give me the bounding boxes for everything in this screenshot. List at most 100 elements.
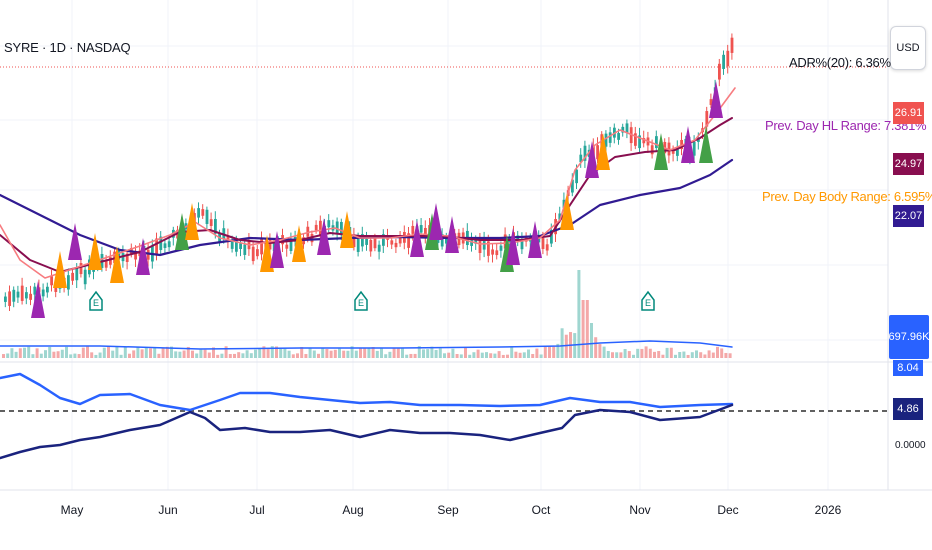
- volume-bar: [686, 354, 690, 358]
- candle-body: [424, 227, 427, 236]
- volume-bar: [459, 354, 463, 358]
- volume-bar: [291, 354, 295, 358]
- volume-bar: [123, 346, 127, 358]
- volume-bar: [333, 349, 337, 358]
- candle-body: [579, 154, 583, 163]
- candle-body: [369, 239, 373, 252]
- volume-bar: [485, 352, 488, 358]
- candle-body: [730, 37, 734, 53]
- volume-bar: [308, 348, 312, 358]
- candle-body: [41, 289, 45, 297]
- volume-bar: [2, 354, 5, 358]
- volume-bar: [329, 350, 333, 358]
- candle-body: [470, 240, 473, 246]
- candle-body: [163, 243, 167, 248]
- volume-bar: [254, 349, 257, 358]
- candle-body: [319, 220, 322, 235]
- volume-bar: [317, 353, 320, 358]
- signal-triangle-purple: [528, 221, 542, 258]
- oscillator-mid-tag: 4.86: [893, 398, 923, 420]
- volume-bar: [140, 349, 144, 358]
- volume-bar: [468, 354, 472, 358]
- volume-bar: [275, 346, 278, 358]
- volume-bar: [350, 346, 354, 358]
- volume-bar: [577, 270, 581, 358]
- volume-bar: [598, 344, 602, 358]
- volume-bar: [543, 346, 547, 358]
- volume-bar: [35, 348, 39, 358]
- volume-bar: [556, 343, 560, 358]
- signal-triangle-purple: [445, 216, 459, 253]
- volume-bar: [249, 353, 253, 358]
- candle-body: [46, 286, 49, 293]
- volume-tag: 697.96K: [889, 315, 930, 359]
- candle-body: [314, 224, 318, 231]
- candle-body: [373, 237, 377, 249]
- volume-bar: [354, 350, 358, 358]
- volume-bar: [413, 353, 417, 358]
- volume-bar: [405, 354, 409, 358]
- volume-bar: [207, 352, 211, 358]
- candle-body: [289, 240, 293, 251]
- candle-body: [67, 275, 70, 290]
- candle-body: [16, 291, 20, 298]
- candle-body: [571, 179, 574, 193]
- volume-bar: [426, 349, 430, 358]
- time-label-aug: Aug: [342, 503, 364, 517]
- signal-triangle-green: [175, 213, 189, 250]
- candle-body: [541, 238, 545, 249]
- candle-body: [718, 63, 721, 80]
- volume-bar: [707, 350, 711, 358]
- candle-body: [79, 263, 83, 275]
- volume-bar: [703, 354, 707, 358]
- volume-bar: [338, 348, 341, 358]
- volume-bar: [695, 350, 698, 358]
- currency-button[interactable]: USD: [890, 26, 926, 70]
- price-tag-ma-fast: 26.91: [893, 102, 924, 124]
- signal-triangle-orange: [292, 225, 306, 262]
- volume-bar: [627, 351, 631, 358]
- volume-bar: [443, 353, 446, 358]
- volume-bar: [392, 348, 396, 358]
- volume-bar: [388, 351, 392, 358]
- volume-bar: [401, 347, 404, 358]
- candle-body: [260, 238, 263, 255]
- volume-bar: [665, 347, 669, 358]
- candle-body: [146, 249, 150, 260]
- earnings-marker-label: E: [93, 298, 99, 308]
- candle-body: [537, 237, 541, 243]
- oscillator-slow-line: [0, 403, 734, 460]
- price-tag-ma-mid: 24.97: [893, 153, 924, 175]
- volume-bar: [98, 352, 102, 358]
- candle-body: [474, 238, 478, 244]
- volume-bar: [228, 354, 232, 358]
- oscillator-top-tag: 8.04: [893, 360, 923, 376]
- candle-body: [361, 234, 364, 247]
- candle-body: [256, 249, 259, 257]
- candle-body: [705, 111, 709, 127]
- candle-body: [558, 213, 562, 220]
- volume-bar: [111, 350, 115, 358]
- volume-bar: [535, 348, 539, 358]
- volume-bar: [455, 354, 459, 358]
- candle-body: [495, 250, 499, 256]
- candle-body: [604, 133, 608, 147]
- volume-bar: [65, 346, 68, 358]
- candle-body: [491, 249, 494, 255]
- candle-body: [117, 250, 121, 260]
- candle-body: [419, 225, 423, 233]
- volume-bar: [279, 348, 283, 358]
- volume-bar: [510, 346, 514, 358]
- volume-bar: [321, 347, 325, 358]
- volume-bar: [165, 346, 169, 358]
- volume-bar: [81, 347, 85, 358]
- candle-body: [25, 292, 28, 299]
- candle-body: [440, 234, 444, 247]
- volume-bar: [438, 348, 442, 358]
- candle-body: [642, 138, 646, 144]
- volume-bar: [644, 346, 648, 358]
- volume-bar: [48, 346, 52, 358]
- volume-bar: [522, 352, 526, 358]
- volume-bar: [136, 347, 140, 358]
